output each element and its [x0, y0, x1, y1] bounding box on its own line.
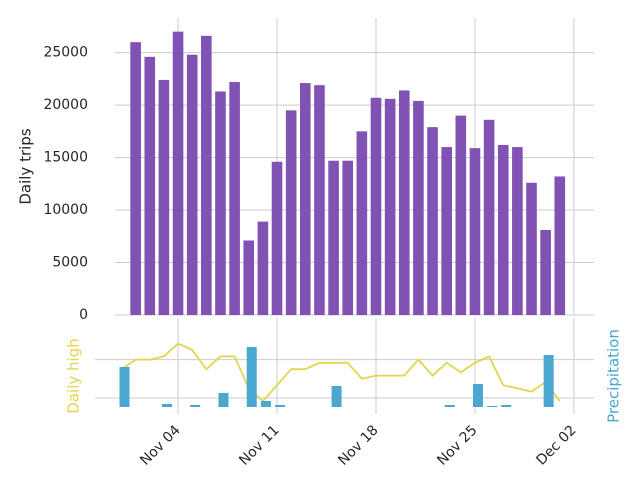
bar: [299, 83, 311, 315]
bar: [271, 161, 283, 315]
bar: [285, 110, 297, 315]
y-tick-label: 0: [79, 307, 88, 323]
bar: [328, 160, 339, 315]
bar: [215, 91, 226, 316]
bar: [497, 144, 509, 315]
bar: [469, 148, 481, 315]
bar: [384, 98, 396, 315]
y-axis-label: Daily trips: [17, 128, 35, 204]
bar: [342, 160, 354, 315]
bar: [356, 131, 368, 315]
y-tick-label: 5000: [52, 255, 88, 271]
bar: [540, 229, 551, 315]
precip-bar: [218, 393, 229, 407]
bar: [526, 182, 537, 315]
precip-bar: [161, 404, 172, 407]
precip-bar: [444, 405, 455, 407]
bar: [257, 221, 269, 315]
bar: [554, 176, 566, 315]
bar: [413, 100, 424, 315]
bar: [243, 240, 255, 315]
precip-bar: [543, 355, 554, 407]
y-axis-label: Daily high: [65, 338, 83, 413]
precip-bar: [260, 401, 271, 407]
precip-bar: [472, 384, 483, 407]
bar: [441, 147, 452, 315]
bar: [186, 54, 198, 316]
y-tick-label: 20000: [43, 97, 88, 113]
bar: [158, 79, 170, 315]
bar: [483, 119, 495, 315]
x-tick-label: Dec 02: [533, 422, 579, 468]
precip-bar: [119, 367, 130, 407]
precip-bar: [501, 405, 512, 407]
bar: [427, 127, 438, 316]
y-tick-label: 15000: [43, 150, 88, 166]
bar: [172, 31, 184, 316]
bar: [144, 56, 156, 316]
bar: [512, 147, 523, 315]
x-tick-label: Nov 04: [137, 422, 183, 468]
precip-bar: [246, 347, 257, 407]
line: [120, 342, 561, 403]
precip-bar: [487, 406, 498, 407]
bar: [370, 97, 382, 315]
bar: [229, 82, 240, 315]
x-tick-label: Nov 11: [236, 422, 282, 468]
x-tick-label: Nov 18: [335, 422, 381, 468]
bar: [201, 35, 212, 315]
x-tick-label: Nov 25: [434, 422, 480, 468]
y2-axis-label: Precipitation: [605, 329, 623, 423]
bar: [455, 115, 467, 315]
precip-bar: [190, 405, 201, 407]
precip-bar: [275, 405, 286, 407]
bar: [314, 85, 325, 315]
y-tick-label: 10000: [43, 202, 88, 218]
bar: [130, 42, 141, 315]
precip-bar: [331, 386, 342, 407]
bar: [398, 90, 410, 316]
y-tick-label: 25000: [43, 45, 88, 61]
